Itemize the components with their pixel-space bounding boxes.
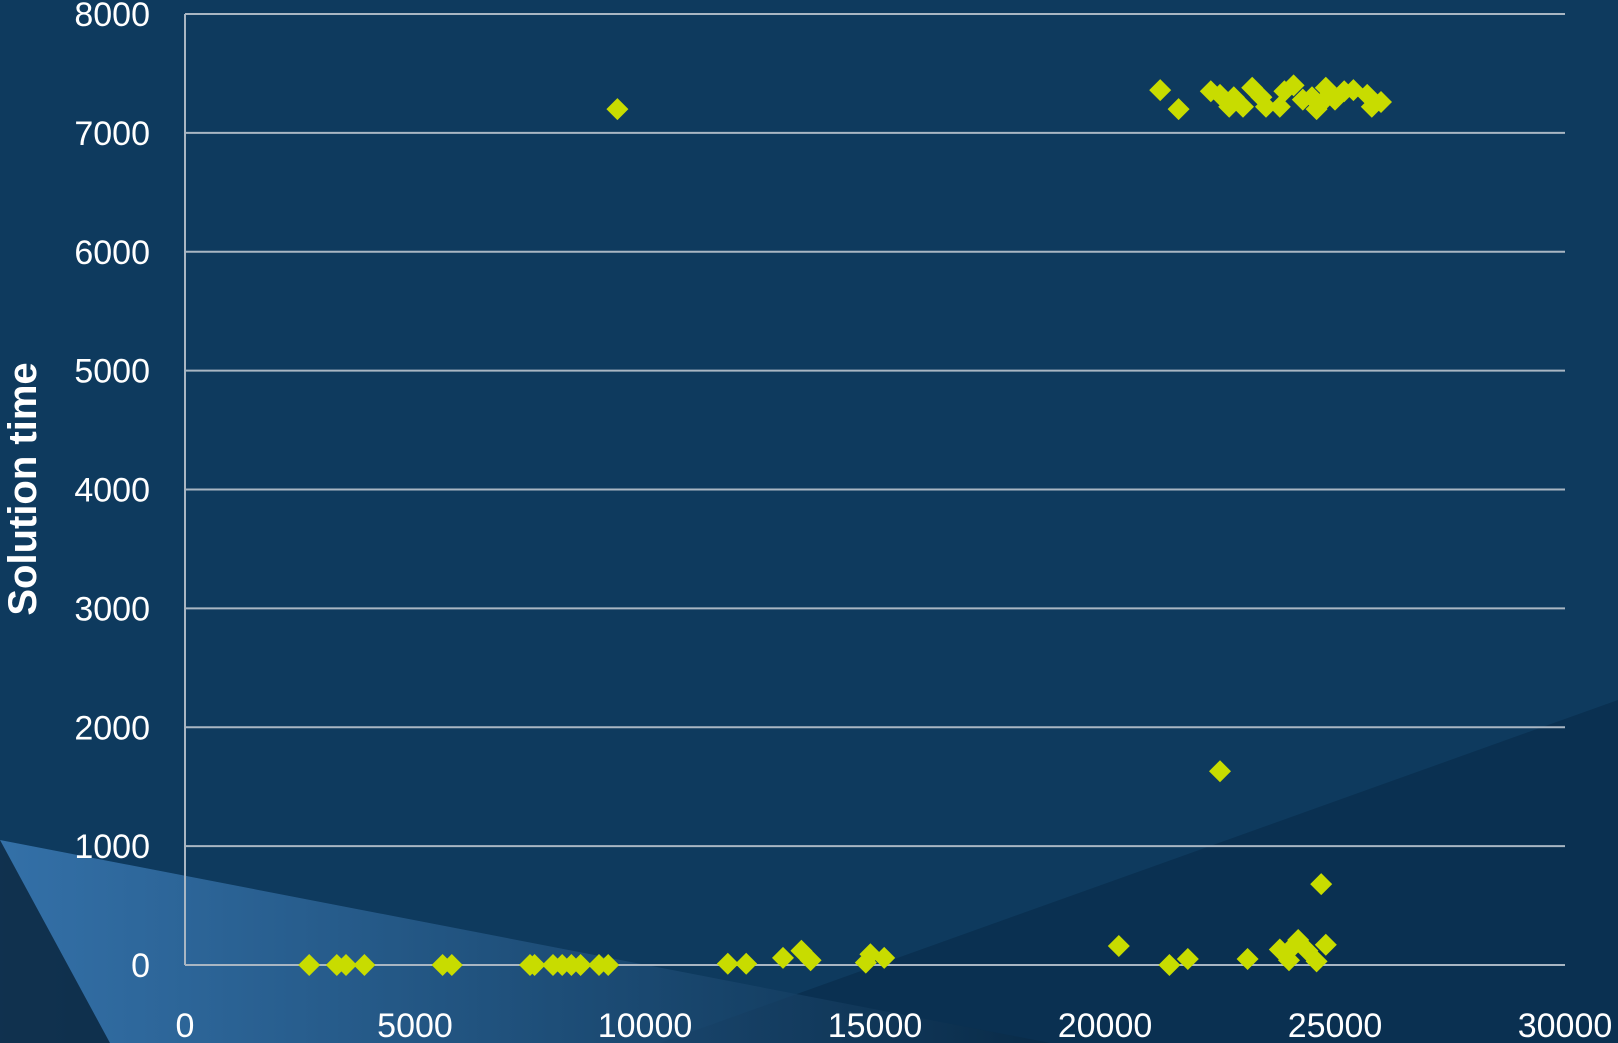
x-tick-label: 0: [176, 1007, 195, 1043]
data-point: [569, 954, 592, 976]
y-tick-label: 2000: [74, 709, 150, 747]
y-axis-label: Solution time: [1, 362, 45, 615]
data-point: [1310, 873, 1333, 896]
x-tick-label: 20000: [1058, 1007, 1153, 1043]
data-point: [799, 949, 822, 972]
y-tick-label: 4000: [74, 472, 150, 510]
gridlines: [184, 13, 1565, 966]
data-point: [1305, 950, 1328, 973]
data-point: [1149, 79, 1172, 102]
data-point: [298, 954, 321, 976]
data-point: [1176, 948, 1199, 971]
x-axis-ticks: 0 5000 10000 15000 20000 25000 30000: [176, 1007, 1613, 1043]
data-point: [873, 946, 896, 969]
data-point: [523, 954, 546, 976]
data-point: [1232, 95, 1254, 118]
data-point: [1107, 934, 1130, 957]
data-point: [353, 954, 376, 976]
y-tick-label: 1000: [74, 828, 150, 866]
data-point: [716, 952, 739, 975]
data-point: [1370, 90, 1392, 113]
y-tick-label: 7000: [74, 115, 150, 153]
x-tick-label: 25000: [1288, 1007, 1383, 1043]
data-point: [1236, 948, 1259, 971]
data-point: [606, 98, 629, 121]
data-point: [1282, 74, 1305, 97]
data-point: [735, 952, 758, 975]
data-point: [1167, 98, 1190, 121]
x-tick-label: 15000: [828, 1007, 923, 1043]
data-point: [772, 946, 794, 969]
data-points: [298, 74, 1392, 976]
x-tick-label: 30000: [1518, 1007, 1613, 1043]
data-point: [597, 954, 620, 976]
data-point: [1314, 933, 1337, 956]
data-point: [335, 954, 357, 976]
y-axis-ticks: 0 1000 2000 3000 4000 5000 6000 7000 8000: [74, 0, 150, 985]
y-tick-label: 0: [131, 947, 150, 985]
data-point: [1158, 954, 1181, 976]
data-point: [440, 954, 463, 976]
data-point: [1209, 760, 1231, 783]
y-tick-label: 8000: [74, 0, 150, 34]
y-tick-label: 3000: [74, 590, 150, 628]
x-tick-label: 5000: [377, 1007, 453, 1043]
y-tick-label: 5000: [74, 353, 150, 391]
y-tick-label: 6000: [74, 234, 150, 272]
data-point: [1255, 95, 1277, 118]
x-tick-label: 10000: [598, 1007, 693, 1043]
